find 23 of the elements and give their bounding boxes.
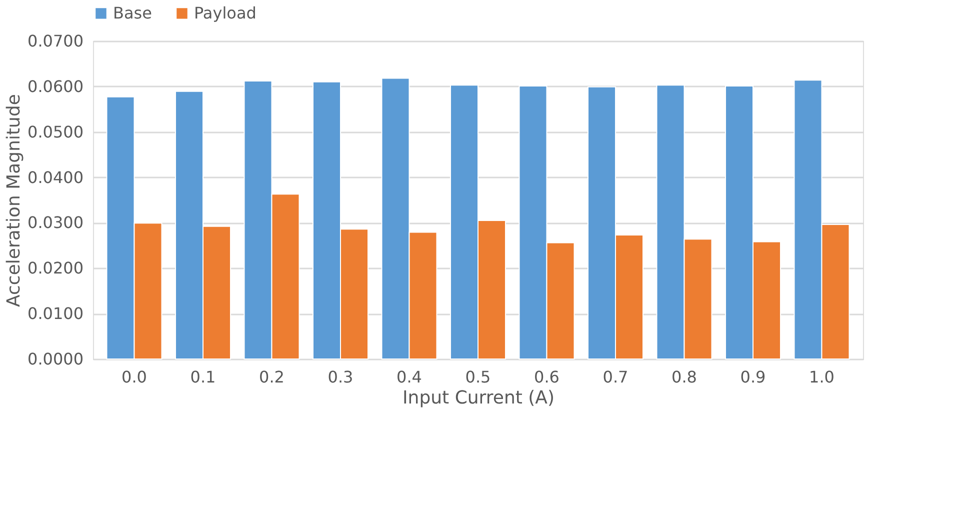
x-tick-label: 0.6 xyxy=(534,368,560,386)
legend-label: Base xyxy=(113,3,152,22)
x-tick-label: 0.9 xyxy=(740,368,766,386)
x-tick-label: 0.5 xyxy=(465,368,491,386)
y-tick-label: 0.0600 xyxy=(28,76,84,96)
x-tick-label: 0.4 xyxy=(396,368,422,386)
x-tick-label: 0.1 xyxy=(190,368,216,386)
x-tick-label: 0.7 xyxy=(602,368,628,386)
y-tick-label: 0.0200 xyxy=(28,258,84,278)
y-tick-label: 0.0300 xyxy=(28,213,84,232)
x-tick-label: 1.0 xyxy=(809,368,834,386)
y-tick-label: 0.0000 xyxy=(28,350,84,368)
y-tick-label: 0.0100 xyxy=(28,304,84,324)
y-tick-label: 0.0500 xyxy=(28,122,84,142)
x-axis-title: Input Current (A) xyxy=(402,388,555,408)
x-tick-label: 0.0 xyxy=(122,368,147,386)
y-axis-title: Acceleration Magnitude xyxy=(4,94,25,307)
y-tick-label: 0.0400 xyxy=(28,168,84,187)
legend-label: Payload xyxy=(194,3,256,22)
x-tick-label: 0.3 xyxy=(328,368,354,386)
y-tick-label: 0.0700 xyxy=(28,32,84,50)
x-tick-label: 0.2 xyxy=(259,368,284,386)
x-tick-label: 0.8 xyxy=(672,368,697,386)
